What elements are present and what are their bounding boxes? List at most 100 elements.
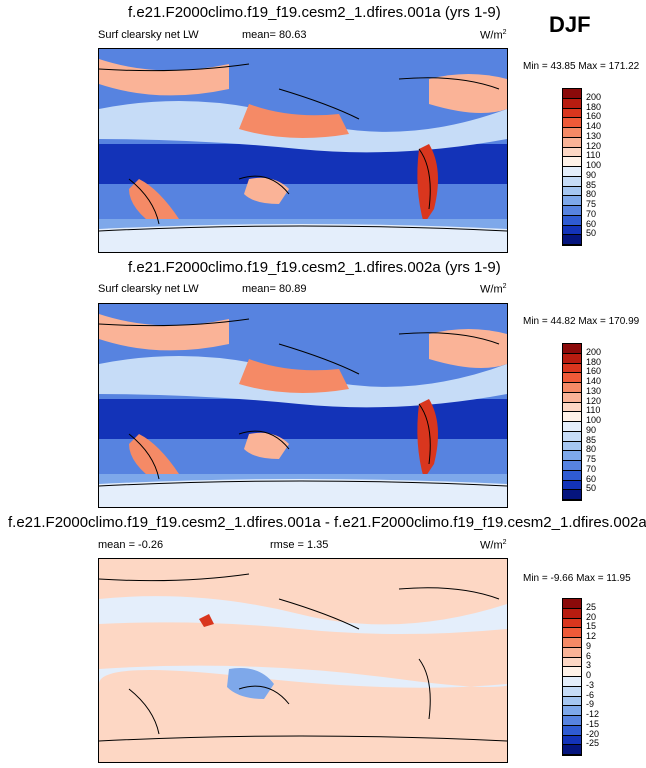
colorbar-tick-label: 3 — [586, 660, 592, 671]
season-label: DJF — [549, 12, 591, 37]
panel-3-rmse: rmse = 1.35 — [270, 539, 329, 551]
colorbar-swatch — [563, 137, 581, 148]
colorbar-tick-label: 110 — [586, 150, 601, 161]
panel-1-colorbar — [562, 88, 582, 246]
colorbar-tick-label: 85 — [586, 179, 597, 190]
colorbar-swatch — [563, 490, 581, 500]
colorbar-swatch — [563, 422, 581, 432]
colorbar-tick-label: 160 — [586, 366, 602, 377]
colorbar-swatch — [563, 745, 581, 755]
panel-2-mean: mean= 80.89 — [242, 283, 307, 295]
colorbar-tick-label: 80 — [586, 444, 597, 455]
panel-2-map — [98, 303, 508, 508]
colorbar-swatch — [563, 451, 581, 461]
panel-1-colorbar-labels: 200 180 160 140 130 120 110 100 90 85 80 75 70 60 50 — [586, 88, 626, 244]
colorbar-tick-label: -25 — [586, 738, 600, 749]
panel-2-title: f.e21.F2000climo.f19_f19.cesm2_1.dfires.… — [128, 259, 501, 276]
colorbar-tick-label: -9 — [586, 699, 595, 710]
colorbar-swatch — [563, 108, 581, 119]
panel-1-minmax: Min = 43.85 Max = 171.22 — [523, 61, 640, 72]
colorbar-tick-label: 75 — [586, 199, 597, 209]
colorbar-swatch — [563, 206, 581, 216]
colorbar-tick-label: 85 — [586, 434, 597, 445]
colorbar-swatch — [563, 157, 581, 167]
colorbar-swatch — [563, 196, 581, 206]
colorbar-swatch — [563, 599, 581, 609]
colorbar-swatch — [563, 696, 581, 707]
panel-3-minmax: Min = -9.66 Max = 11.95 — [523, 573, 631, 584]
colorbar-swatch — [563, 618, 581, 629]
colorbar-tick-label: 9 — [586, 640, 592, 651]
panel-2-minmax: Min = 44.82 Max = 170.99 — [523, 316, 640, 327]
colorbar-tick-label: 140 — [586, 121, 602, 131]
colorbar-swatch — [563, 89, 581, 99]
colorbar-tick-label: 20 — [586, 611, 597, 622]
colorbar-tick-label: -12 — [586, 709, 600, 719]
colorbar-tick-label: 120 — [586, 140, 602, 151]
panel-3-units: W/m2 — [480, 539, 507, 552]
colorbar-swatch — [563, 735, 581, 746]
colorbar-swatch — [563, 235, 581, 245]
colorbar-swatch — [563, 176, 581, 187]
colorbar-swatch — [563, 167, 581, 177]
colorbar-tick-label: 70 — [586, 208, 597, 219]
colorbar-tick-label: 160 — [586, 111, 602, 122]
panel-1-title: f.e21.F2000climo.f19_f19.cesm2_1.dfires.… — [128, 4, 501, 21]
colorbar-swatch — [563, 147, 581, 158]
panel-3-colorbar-labels: 25 20 15 12 9 6 3 0 -3 -6 -9 -12 -15 -20 -25 — [586, 598, 626, 754]
colorbar-swatch — [563, 128, 581, 138]
colorbar-tick-label: 130 — [586, 385, 602, 396]
colorbar-swatch — [563, 441, 581, 452]
colorbar-tick-label: 200 — [586, 91, 602, 102]
colorbar-swatch — [563, 392, 581, 403]
colorbar-swatch — [563, 461, 581, 471]
colorbar-swatch — [563, 657, 581, 668]
colorbar-tick-label: 90 — [586, 169, 597, 180]
colorbar-tick-label: 100 — [586, 415, 602, 425]
colorbar-tick-label: 50 — [586, 483, 597, 494]
colorbar-tick-label: -20 — [586, 728, 600, 739]
colorbar-swatch — [563, 628, 581, 638]
panel-1-map — [98, 48, 508, 253]
colorbar-tick-label: -3 — [586, 679, 595, 690]
colorbar-tick-label: 60 — [586, 218, 597, 229]
colorbar-swatch — [563, 412, 581, 422]
colorbar-tick-label: 70 — [586, 463, 597, 474]
colorbar-tick-label: 15 — [586, 621, 597, 632]
colorbar-swatch — [563, 647, 581, 658]
colorbar-tick-label: 6 — [586, 650, 592, 661]
panel-2-units: W/m2 — [480, 283, 507, 296]
panel-1-mean: mean= 80.63 — [242, 29, 307, 41]
colorbar-swatch — [563, 725, 581, 736]
colorbar-swatch — [563, 118, 581, 128]
colorbar-swatch — [563, 383, 581, 393]
colorbar-tick-label: 180 — [586, 356, 602, 367]
colorbar-swatch — [563, 373, 581, 383]
colorbar-swatch — [563, 638, 581, 648]
colorbar-tick-label: 180 — [586, 101, 602, 112]
colorbar-swatch — [563, 186, 581, 197]
panel-3-colorbar — [562, 598, 582, 756]
colorbar-tick-label: 80 — [586, 189, 597, 200]
panel-3-map — [98, 558, 508, 763]
panel-2-colorbar-labels: 200 180 160 140 130 120 110 100 90 85 80 75 70 60 50 — [586, 343, 626, 499]
colorbar-swatch — [563, 215, 581, 226]
colorbar-tick-label: 60 — [586, 473, 597, 484]
colorbar-swatch — [563, 98, 581, 109]
colorbar-swatch — [563, 716, 581, 726]
colorbar-tick-label: 50 — [586, 228, 597, 239]
colorbar-swatch — [563, 431, 581, 442]
colorbar-tick-label: 110 — [586, 405, 601, 416]
colorbar-tick-label: 25 — [586, 601, 597, 612]
colorbar-tick-label: 12 — [586, 631, 597, 641]
colorbar-tick-label: -6 — [586, 689, 595, 700]
colorbar-tick-label: 90 — [586, 424, 597, 435]
panel-1-field-label: Surf clearsky net LW — [98, 29, 199, 41]
colorbar-swatch — [563, 470, 581, 481]
colorbar-tick-label: -15 — [586, 718, 600, 729]
colorbar-swatch — [563, 686, 581, 697]
panel-2-field-label: Surf clearsky net LW — [98, 283, 199, 295]
colorbar-swatch — [563, 677, 581, 687]
colorbar-tick-label: 75 — [586, 454, 597, 464]
colorbar-swatch — [563, 480, 581, 491]
